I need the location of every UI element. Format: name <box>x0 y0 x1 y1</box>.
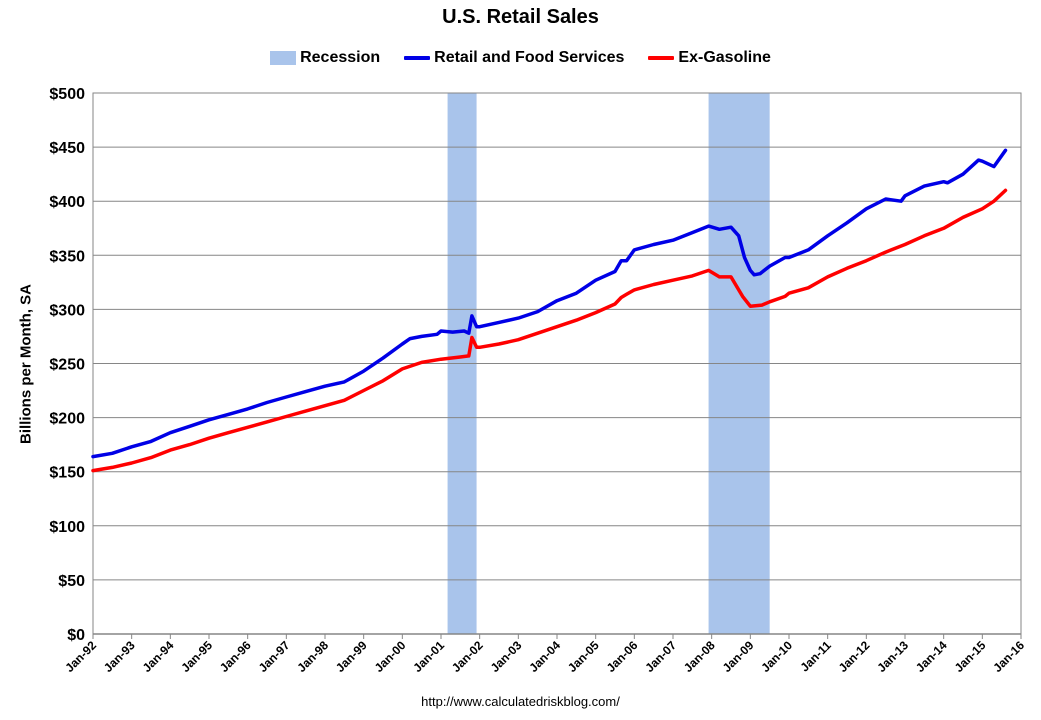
legend: Recession Retail and Food Services Ex-Ga… <box>0 49 1041 67</box>
x-tick-label: Jan-15 <box>952 638 989 675</box>
x-tick-label: Jan-93 <box>101 638 138 675</box>
x-tick-label: Jan-96 <box>217 638 254 675</box>
y-tick-label: $250 <box>49 357 85 374</box>
y-tick-label: $150 <box>49 465 85 482</box>
legend-label-recession: Recession <box>300 49 381 66</box>
x-tick-label: Jan-06 <box>604 638 641 675</box>
legend-label-retail: Retail and Food Services <box>434 49 625 66</box>
y-tick-label: $50 <box>58 573 85 590</box>
y-tick-label: $300 <box>49 302 85 319</box>
y-tick-label: $400 <box>49 194 85 211</box>
legend-item-retail: Retail and Food Services <box>404 49 624 67</box>
y-tick-label: $100 <box>49 519 85 536</box>
legend-swatch-recession <box>270 51 297 65</box>
x-tick-label: Jan-11 <box>797 638 834 675</box>
y-tick-label: $350 <box>49 248 85 265</box>
x-tick-label: Jan-12 <box>836 638 873 675</box>
chart-title: U.S. Retail Sales <box>442 6 599 28</box>
legend-label-ex-gasoline: Ex-Gasoline <box>678 49 771 66</box>
legend-swatch-ex-gasoline <box>648 56 675 60</box>
x-tick-label: Jan-95 <box>178 638 215 675</box>
series-line-retail <box>91 148 1008 459</box>
x-tick-label: Jan-09 <box>720 638 757 675</box>
y-tick-label: $0 <box>67 627 85 644</box>
x-tick-label: Jan-00 <box>372 638 409 675</box>
y-tick-label: $200 <box>49 411 85 428</box>
x-tick-label: Jan-01 <box>410 638 447 675</box>
x-tick-label: Jan-05 <box>565 638 602 675</box>
x-tick-label: Jan-97 <box>256 638 293 675</box>
legend-swatch-retail <box>404 56 431 60</box>
x-tick-label: Jan-16 <box>990 638 1027 675</box>
x-tick-label: Jan-02 <box>449 638 486 675</box>
x-tick-label: Jan-14 <box>913 638 950 675</box>
legend-item-recession: Recession <box>270 49 380 67</box>
x-tick-label: Jan-99 <box>333 638 370 675</box>
y-tick-label: $450 <box>49 140 85 157</box>
x-tick-label: Jan-94 <box>140 638 177 675</box>
x-tick-label: Jan-03 <box>488 638 525 675</box>
x-tick-label: Jan-04 <box>526 638 563 675</box>
source-url: http://www.calculatedriskblog.com/ <box>421 694 620 709</box>
series-line-ex-gasoline <box>91 188 1008 473</box>
x-tick-label: Jan-13 <box>874 638 911 675</box>
x-tick-label: Jan-98 <box>294 638 331 675</box>
legend-item-ex-gasoline: Ex-Gasoline <box>648 49 771 67</box>
x-tick-label: Jan-08 <box>681 638 718 675</box>
y-tick-label: $500 <box>49 86 85 103</box>
x-tick-label: Jan-07 <box>642 638 679 675</box>
x-tick-label: Jan-10 <box>758 638 795 675</box>
